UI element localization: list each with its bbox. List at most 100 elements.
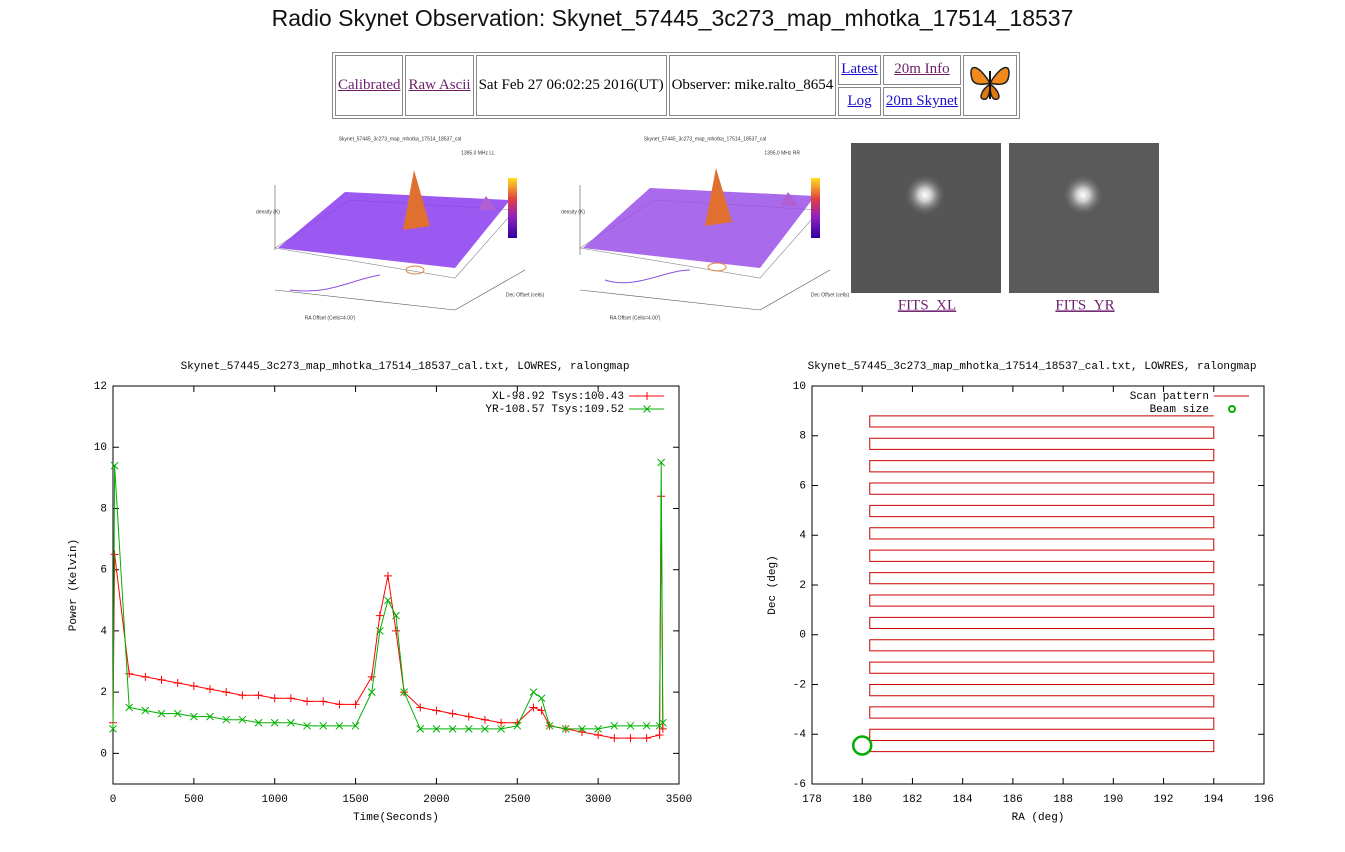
nav-table: Calibrated Raw Ascii Sat Feb 27 06:02:25… <box>332 52 1020 119</box>
plot-title: Skynet_57445_3c273_map_mhotka_17514_1853… <box>339 136 462 142</box>
point-marker <box>319 697 328 706</box>
point-marker <box>383 571 392 580</box>
point-marker <box>432 725 441 733</box>
point-marker <box>464 725 473 733</box>
y-tick-label: 6 <box>100 565 107 577</box>
point-marker <box>545 721 554 730</box>
fits-link[interactable]: FITS_YR <box>1055 297 1114 313</box>
x-tick-label: 500 <box>184 794 204 806</box>
point-marker <box>189 682 198 691</box>
x-tick-label: 182 <box>903 794 923 806</box>
calibrated-link[interactable]: Calibrated <box>338 77 401 93</box>
plot-zlabel: density (K) <box>256 209 280 215</box>
point-marker <box>577 727 586 736</box>
y-axis-label: Power (Kelvin) <box>68 539 80 631</box>
point-marker <box>416 703 425 712</box>
plot-title: Skynet_57445_3c273_map_mhotka_17514_1853… <box>644 136 767 142</box>
point-marker <box>375 611 384 620</box>
y-tick-label: 2 <box>799 580 806 592</box>
point-marker <box>851 735 873 756</box>
point-marker <box>375 627 384 635</box>
x-tick-label: 3000 <box>585 794 611 806</box>
point-marker <box>561 724 570 733</box>
point-marker <box>537 694 546 703</box>
chart-title: Skynet_57445_3c273_map_mhotka_17514_1853… <box>808 361 1257 373</box>
x-tick-label: 186 <box>1003 794 1023 806</box>
x-tick-label: 2000 <box>423 794 449 806</box>
point-marker <box>658 718 667 727</box>
x-tick-label: 196 <box>1254 794 1274 806</box>
point-marker <box>222 688 231 697</box>
y-tick-label: 10 <box>793 381 806 393</box>
point-marker <box>110 461 119 470</box>
point-marker <box>392 626 400 635</box>
point-marker <box>384 596 392 605</box>
x-tick-label: 0 <box>110 794 117 806</box>
info-link[interactable]: 20m Info <box>894 61 950 78</box>
y-axis-label: Dec (deg) <box>767 555 779 614</box>
point-marker <box>642 721 651 730</box>
point-marker <box>125 669 134 678</box>
x-tick-label: 2500 <box>504 794 530 806</box>
point-marker <box>657 458 666 467</box>
x-tick-label: 194 <box>1204 794 1224 806</box>
point-marker <box>658 724 667 733</box>
point-marker <box>448 725 457 733</box>
surface-plot: Skynet_57445_3c273_map_mhotka_17514_1853… <box>561 136 849 321</box>
point-marker <box>1228 405 1236 413</box>
surface-plot: Skynet_57445_3c273_map_mhotka_17514_1853… <box>256 136 544 321</box>
page-title: Radio Skynet Observation: Skynet_57445_3… <box>271 5 1074 31</box>
series-line <box>112 496 664 739</box>
point-marker <box>109 725 117 733</box>
point-marker <box>173 678 182 687</box>
point-marker <box>416 725 425 733</box>
x-tick-label: 184 <box>953 794 973 806</box>
point-marker <box>642 734 651 743</box>
x-tick-label: 1500 <box>342 794 368 806</box>
point-marker <box>335 721 344 730</box>
skynet-link[interactable]: 20m Skynet <box>885 92 958 109</box>
point-marker <box>400 688 409 697</box>
y-tick-label: 10 <box>94 442 107 454</box>
point-marker <box>109 718 117 727</box>
plot-xlabel: RA Offset (Cells=4.00') <box>305 315 356 321</box>
series-line <box>112 462 664 730</box>
series-line <box>869 415 1215 753</box>
plot-legend: 1395.0 MHz RR <box>764 150 800 156</box>
raw-link[interactable]: Raw Ascii <box>408 77 471 93</box>
latest-link[interactable]: Latest <box>841 61 878 78</box>
point-marker <box>206 712 214 721</box>
fits-link[interactable]: FITS_XL <box>898 297 956 313</box>
point-marker <box>594 725 602 733</box>
point-marker <box>480 715 489 724</box>
log-link[interactable]: Log <box>847 92 872 109</box>
point-marker <box>351 721 360 730</box>
y-tick-label: -2 <box>793 679 806 691</box>
point-marker <box>173 709 182 718</box>
y-tick-label: 0 <box>799 630 806 642</box>
point-marker <box>643 405 651 413</box>
date: Sat Feb 27 06:02:25 2016(UT) <box>475 55 667 116</box>
point-marker <box>448 709 457 718</box>
y-tick-label: -6 <box>793 779 806 791</box>
point-marker <box>206 685 215 694</box>
point-marker <box>157 709 166 718</box>
point-marker <box>655 721 664 730</box>
point-marker <box>626 721 635 730</box>
point-marker <box>464 712 473 721</box>
point-marker <box>367 688 376 697</box>
point-marker <box>537 706 546 715</box>
legend-label: Beam size <box>1150 404 1209 416</box>
point-marker <box>655 731 664 740</box>
point-marker <box>157 675 166 684</box>
point-marker <box>545 721 554 730</box>
y-tick-label: -4 <box>793 729 807 741</box>
point-marker <box>141 706 150 715</box>
point-marker <box>303 721 311 730</box>
point-marker <box>141 672 150 681</box>
point-marker <box>578 725 586 733</box>
x-tick-label: 3500 <box>666 794 692 806</box>
plot-legend: 1395.0 MHz LL <box>461 150 495 156</box>
point-marker <box>626 734 635 743</box>
